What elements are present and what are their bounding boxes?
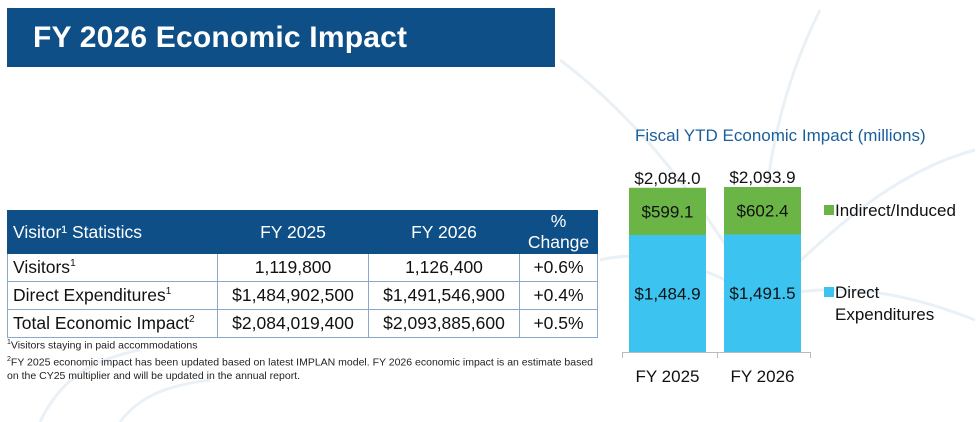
header-change: % Change [519,210,598,254]
row-label: Direct Expenditures1 [7,281,218,310]
data-label: $599.1 [642,202,694,221]
legend-swatch [824,287,834,297]
cell-fy2026: 1,126,400 [368,253,520,282]
row-label-text: Total Economic Impact [13,313,190,333]
footnote-marker: 1 [7,339,11,346]
data-label: $1,484.9 [634,284,700,303]
total-label: $2,093.9 [729,168,795,187]
category-label: FY 2026 [731,367,795,386]
bar-indirect-induced-2 [724,187,801,235]
table-header-row: Visitor¹ Statistics FY 2025 FY 2026 % Ch… [7,210,598,254]
footnote-marker: 2 [7,356,11,363]
footnote-marker: 1 [70,258,76,270]
table-row: Total Economic Impact2 $2,084,019,400 $2… [7,309,598,338]
legend-label: Indirect/Induced [835,201,956,220]
visitor-statistics-table: Visitor¹ Statistics FY 2025 FY 2026 % Ch… [7,210,598,338]
footnotes: 1Visitors staying in paid accommodations… [7,336,597,384]
footnote-marker: 2 [189,314,195,326]
cell-change: +0.6% [519,253,598,282]
row-label: Total Economic Impact2 [7,309,218,338]
chart-title: Fiscal YTD Economic Impact (millions) [635,126,926,145]
cell-fy2026: $2,093,885,600 [368,309,520,338]
cell-fy2025: 1,119,800 [217,253,369,282]
cell-change: +0.4% [519,281,598,310]
footnote-2: 2FY 2025 economic impact has been update… [7,353,597,384]
legend-label: Direct Expenditures [835,283,934,324]
cell-fy2026: $1,491,546,900 [368,281,520,310]
footnote-text: FY 2025 economic impact has been updated… [7,356,594,383]
cell-fy2025: $1,484,902,500 [217,281,369,310]
bar-direct-expenditures-1 [629,234,706,352]
footnote-text: Visitors staying in paid accommodations [10,339,198,352]
footnote-marker: 1 [165,286,172,298]
header-statistics: Visitor¹ Statistics [7,210,218,254]
bar-direct-expenditures-2 [724,234,801,352]
legend-swatch [824,205,834,215]
title-banner: FY 2026 Economic Impact [7,8,555,67]
total-label: $2,084.0 [634,169,700,188]
cell-fy2025: $2,084,019,400 [217,309,369,338]
header-fy2026: FY 2026 [368,210,520,254]
table-row: Direct Expenditures1 $1,484,902,500 $1,4… [7,281,598,310]
data-label: $602.4 [737,202,789,221]
row-label-text: Visitors [13,257,71,277]
row-label-text: Direct Expenditures [13,285,166,305]
economic-impact-chart: Fiscal YTD Economic Impact (millions) $1,… [622,126,956,386]
category-label: FY 2025 [636,367,700,386]
data-label: $1,491.5 [729,284,795,303]
footnote-1: 1Visitors staying in paid accommodations [7,336,597,353]
header-fy2025: FY 2025 [217,210,369,254]
cell-change: +0.5% [519,309,598,338]
page-title: FY 2026 Economic Impact [33,20,408,54]
bar-indirect-induced-1 [629,187,706,235]
row-label: Visitors1 [7,253,218,282]
table-row: Visitors1 1,119,800 1,126,400 +0.6% [7,253,598,282]
